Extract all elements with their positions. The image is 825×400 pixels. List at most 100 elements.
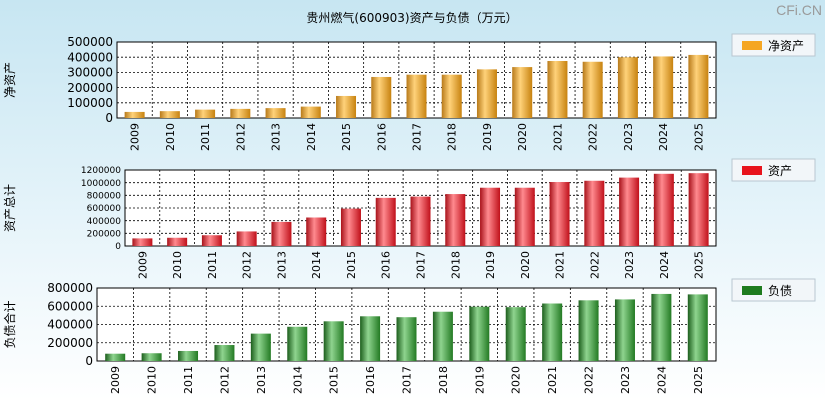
x-tick-label: 2012 [234,123,247,151]
x-tick-label: 2010 [171,251,184,279]
x-tick-label: 2012 [241,251,254,279]
bar [582,61,603,118]
y-tick-label: 1000000 [81,179,121,189]
bar [687,294,708,361]
x-tick-label: 2024 [657,123,670,151]
x-tick-label: 2012 [218,366,231,394]
y-tick-label: 600000 [47,299,93,313]
x-tick-label: 2020 [516,123,529,151]
x-tick-label: 2015 [340,123,353,151]
bar [265,108,286,118]
panel-2: 0 200000 400000 600000 800000 1000000 1200000 2… [3,158,816,279]
x-tick-label: 2011 [199,123,212,151]
x-tick-label: 2009 [129,123,142,151]
bar [360,316,381,361]
bar [505,307,526,361]
bar [167,237,188,246]
bar [340,208,361,246]
y-tick-label: 600000 [87,204,122,214]
y-tick-label: 500000 [67,35,113,49]
bar [159,111,180,118]
x-tick-label: 2014 [291,366,304,394]
legend-label: 净资产 [768,39,804,53]
x-tick-label: 2021 [554,251,567,279]
legend-box [731,278,816,302]
watermark: CFi.CN [776,2,822,18]
y-tick-label: 0 [115,242,121,252]
x-tick-label: 2010 [146,366,159,394]
legend-swatch [742,166,762,175]
bar [614,299,635,361]
bar [653,173,674,246]
x-tick-label: 2016 [364,366,377,394]
x-tick-label: 2023 [622,123,635,151]
legend: 负债 [731,278,816,302]
bar [480,187,501,246]
bar [300,106,321,118]
bar [688,54,709,118]
bar [124,111,145,118]
bar [271,221,292,246]
y-axis-label: 资产总计 [3,184,17,232]
bar [132,238,153,246]
legend-label: 负债 [768,284,792,298]
x-tick-label: 2014 [305,123,318,151]
x-tick-label: 2013 [255,366,268,394]
x-tick-label: 2023 [623,251,636,279]
x-tick-label: 2011 [182,366,195,394]
y-tick-label: 1200000 [81,166,121,176]
x-tick-label: 2009 [136,251,149,279]
bar [306,217,327,246]
bar [512,67,533,118]
x-tick-label: 2011 [206,251,219,279]
x-tick-label: 2019 [481,123,494,151]
x-tick-label: 2015 [345,251,358,279]
y-tick-label: 400000 [67,50,113,64]
bar [396,317,417,361]
bar [250,333,271,361]
x-tick-label: 2016 [375,123,388,151]
y-tick-label: 200000 [67,81,113,95]
x-tick-label: 2016 [380,251,393,279]
x-tick-label: 2013 [275,251,288,279]
bar [445,194,466,246]
legend-swatch [742,41,762,50]
bar [578,300,599,361]
bar [201,235,222,246]
y-tick-label: 0 [85,354,93,368]
bar [584,180,605,246]
bar [410,196,431,246]
x-tick-label: 2020 [510,366,523,394]
y-tick-label: 800000 [87,191,122,201]
x-tick-label: 2025 [693,251,706,279]
x-tick-label: 2025 [692,123,705,151]
x-tick-label: 2018 [446,123,459,151]
bar [476,69,497,118]
x-tick-label: 2025 [692,366,705,394]
bar [323,321,344,361]
bar [375,197,396,246]
bar [514,187,535,246]
y-tick-label: 400000 [47,318,93,332]
legend: 净资产 [731,33,816,57]
legend-swatch [742,286,762,295]
x-tick-label: 2019 [484,251,497,279]
bar [549,182,570,246]
bar [469,306,490,361]
legend: 资产 [731,158,816,182]
legend-box [731,158,816,182]
x-tick-label: 2009 [109,366,122,394]
x-tick-label: 2021 [546,366,559,394]
x-tick-label: 2017 [415,251,428,279]
bar [214,345,235,361]
bar [336,95,357,118]
x-tick-label: 2013 [270,123,283,151]
x-tick-label: 2020 [519,251,532,279]
bar [542,303,563,361]
y-tick-label: 0 [105,111,113,125]
x-tick-label: 2023 [619,366,632,394]
x-tick-label: 2010 [164,123,177,151]
